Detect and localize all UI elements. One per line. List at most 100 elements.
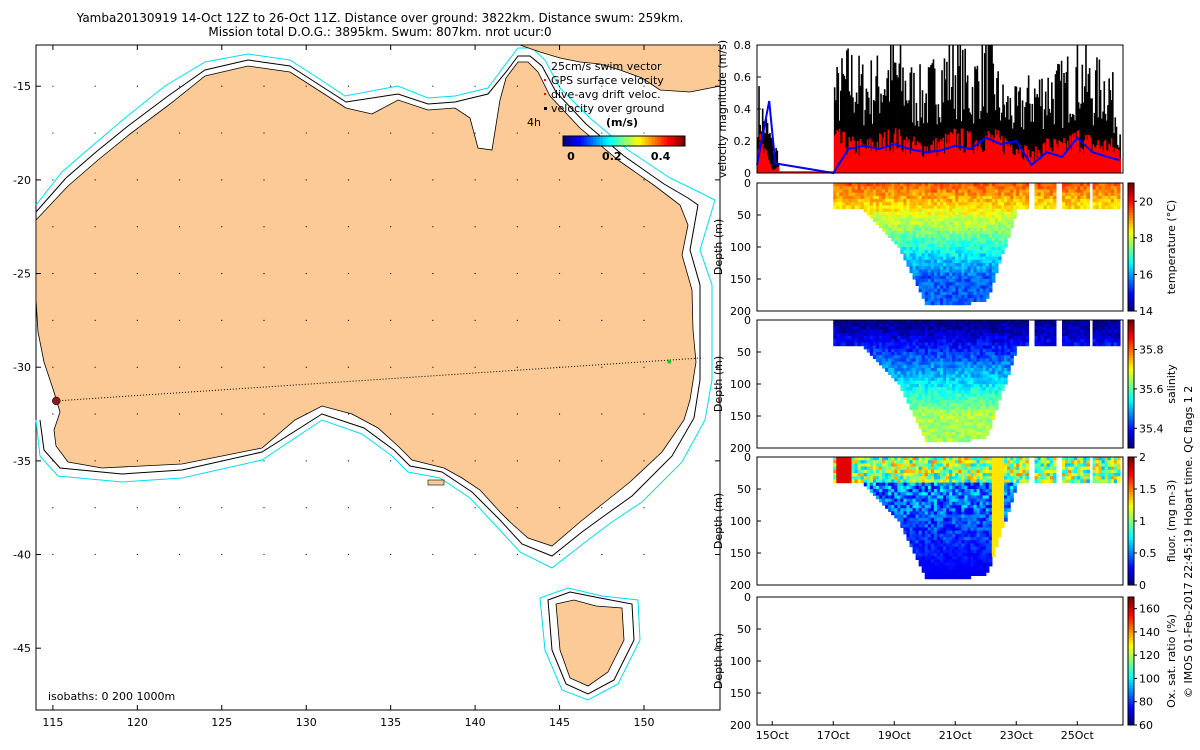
profile-cell xyxy=(991,208,996,213)
profile-cell xyxy=(909,320,914,324)
profile-cell xyxy=(976,345,981,350)
profile-cell xyxy=(854,183,859,187)
profile-cell xyxy=(879,473,883,477)
profile-cell xyxy=(909,527,914,532)
profile-cell xyxy=(1074,195,1078,200)
profile-cell xyxy=(1043,336,1048,340)
profile-colorbar-cell xyxy=(1128,426,1134,430)
vog-bar xyxy=(1011,128,1014,173)
profile-cell xyxy=(927,492,932,496)
profile-cell xyxy=(952,403,956,407)
profile-cell xyxy=(1101,186,1106,190)
profile-cell xyxy=(1049,202,1054,206)
profile-cell xyxy=(918,323,923,327)
profile-cell xyxy=(848,339,853,343)
profile-cell xyxy=(927,256,932,261)
profile-cell xyxy=(967,345,972,350)
profile-cell xyxy=(1004,323,1008,327)
profile-cell xyxy=(897,211,901,216)
profile-cell xyxy=(949,250,953,254)
profile-cell xyxy=(1080,326,1084,331)
profile-cell xyxy=(891,332,895,337)
profile-cell xyxy=(940,419,944,423)
profile-cell xyxy=(909,469,914,474)
drift-bar xyxy=(1076,131,1079,173)
profile-cell xyxy=(882,358,886,363)
profile-cell xyxy=(888,469,892,474)
profile-cell xyxy=(967,326,972,331)
drift-bar xyxy=(855,152,858,173)
vog-bar xyxy=(1002,84,1004,173)
profile-cell xyxy=(940,384,944,388)
profile-cell xyxy=(964,428,969,433)
profile-cell xyxy=(909,498,914,503)
vog-bar xyxy=(996,78,998,173)
profile-cell xyxy=(976,377,981,382)
profile-cell xyxy=(1116,192,1121,197)
profile-cell xyxy=(888,479,892,484)
profile-cell xyxy=(936,435,941,439)
profile-cell xyxy=(885,329,889,334)
profile-cell xyxy=(930,377,935,382)
profile-cell xyxy=(875,215,880,219)
profile-cell xyxy=(936,202,941,206)
profile-cell xyxy=(991,199,996,203)
profile-cell xyxy=(1068,323,1072,327)
grid-dot xyxy=(643,179,645,181)
profile-cell xyxy=(1074,326,1078,331)
profile-cell xyxy=(1013,345,1017,350)
profile-cell xyxy=(918,482,923,487)
profile-cell xyxy=(915,527,920,532)
profile-cell xyxy=(1004,371,1008,375)
profile-cell xyxy=(866,466,871,471)
profile-cell xyxy=(842,202,847,206)
profile-cell xyxy=(973,352,978,356)
drift-bar xyxy=(767,159,770,173)
profile-cell xyxy=(985,202,990,206)
profile-cell xyxy=(994,342,999,347)
profile-cell xyxy=(879,218,883,222)
profile-colorbar-cell xyxy=(1128,328,1134,332)
grid-dot xyxy=(390,460,392,462)
profile-cell xyxy=(955,374,959,379)
profile-cell xyxy=(1092,326,1097,331)
profile-cell xyxy=(1019,192,1023,197)
profile-cell xyxy=(1034,205,1039,210)
profile-cell xyxy=(1074,183,1078,187)
profile-cell xyxy=(860,195,865,200)
grid-dot xyxy=(221,319,223,321)
profile-cell xyxy=(903,332,908,337)
profile-cell xyxy=(943,237,947,242)
profile-cell xyxy=(1013,195,1017,200)
profile-cell xyxy=(857,476,862,480)
profile-cell xyxy=(1074,339,1078,343)
profile-cell xyxy=(872,460,877,464)
profile-cell xyxy=(906,466,911,471)
profile-cell xyxy=(958,218,962,222)
vog-bar xyxy=(770,137,773,173)
profile-cell xyxy=(927,387,932,391)
title-line-2: Mission total D.O.G.: 3895km. Swum: 807k… xyxy=(208,25,551,39)
profile-cell xyxy=(1116,320,1121,324)
profile-cell xyxy=(1001,323,1005,327)
profile-cell xyxy=(854,479,859,484)
profile-cell xyxy=(897,508,901,512)
colorbar-cell xyxy=(681,136,686,146)
profile-cell xyxy=(949,425,953,430)
profile-cell xyxy=(961,329,965,334)
profile-cell xyxy=(952,202,956,206)
profile-cell xyxy=(943,374,947,379)
profile-cell xyxy=(952,339,956,343)
profile-cell xyxy=(930,498,935,503)
profile-cell xyxy=(988,272,993,277)
drift-bar xyxy=(875,151,877,173)
profile-cell xyxy=(924,224,929,229)
profile-cell xyxy=(891,221,895,226)
profile-cell xyxy=(1010,224,1014,229)
profile-cell xyxy=(906,371,911,375)
profile-cell xyxy=(1034,326,1039,331)
grid-dot xyxy=(474,553,476,556)
grid-dot xyxy=(347,319,350,321)
profile-cell xyxy=(967,291,972,296)
profile-cell xyxy=(991,352,996,356)
